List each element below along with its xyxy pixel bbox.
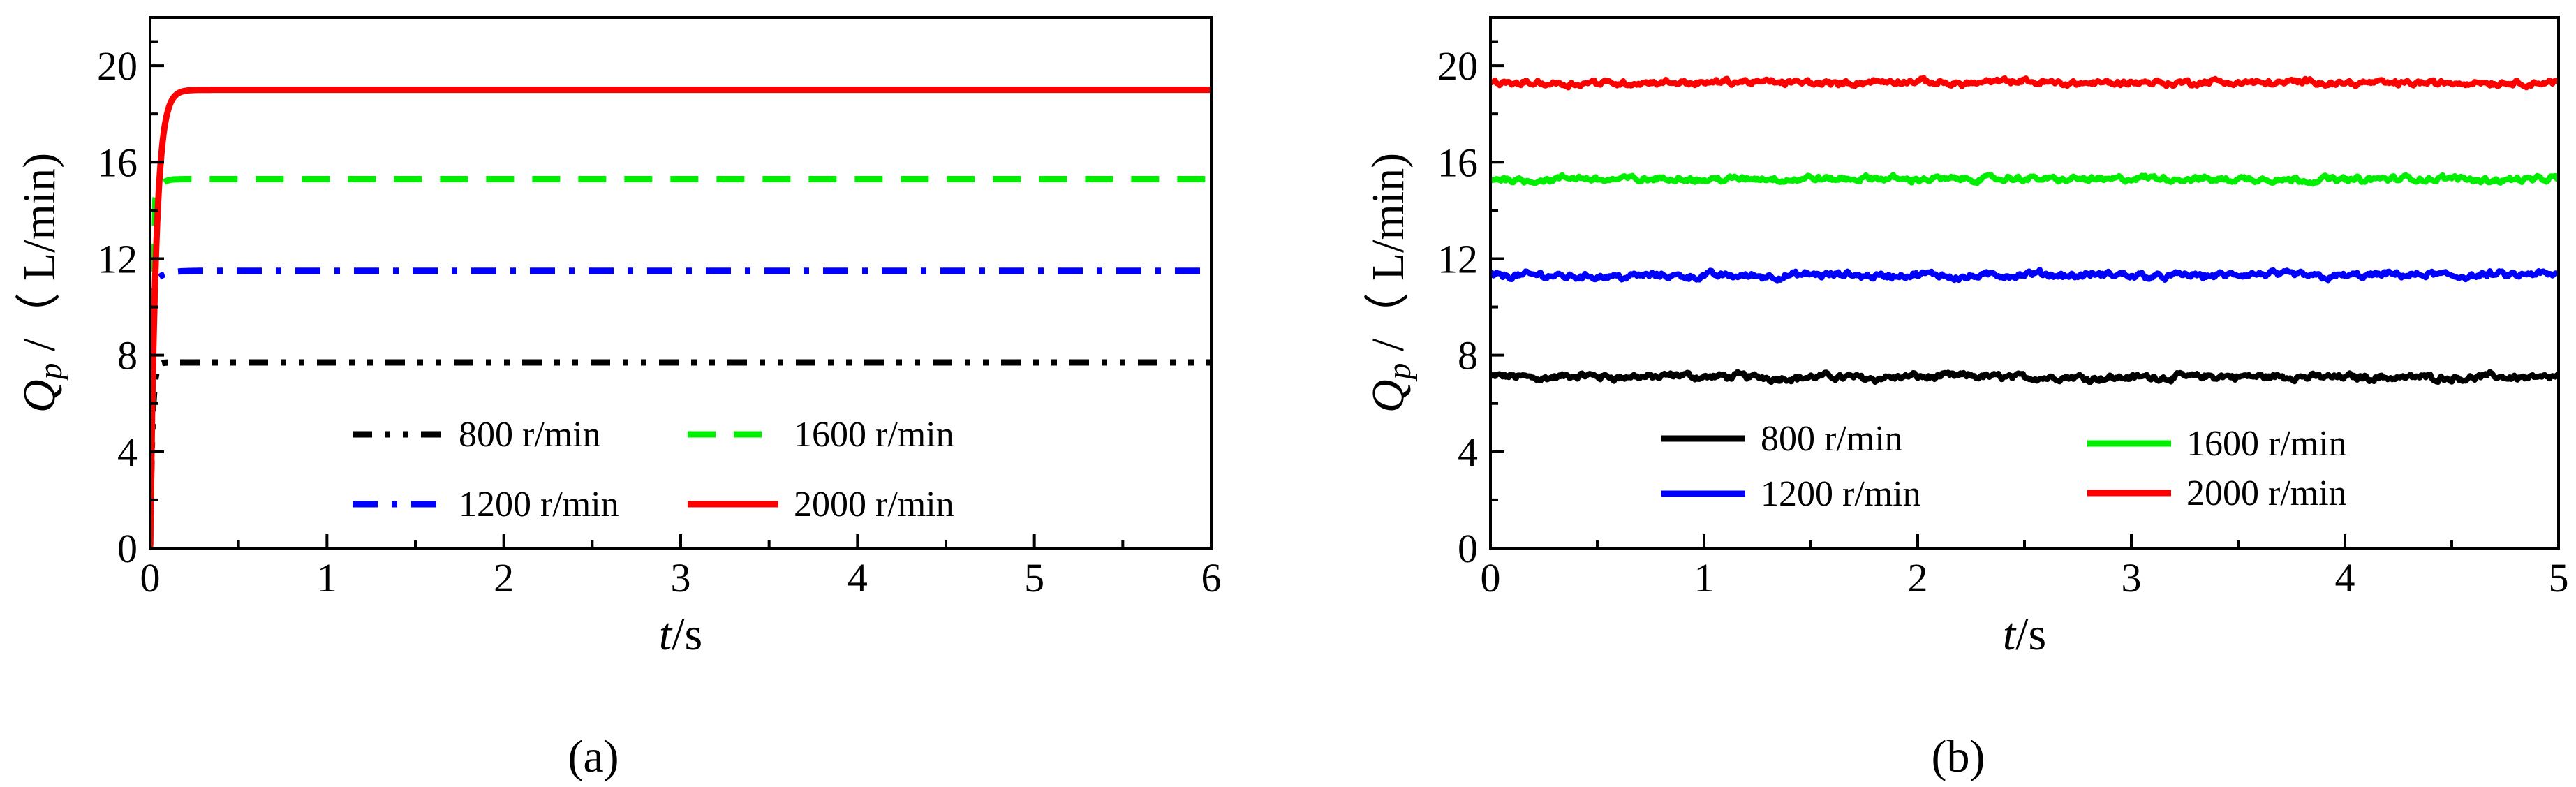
panel-a-x-tick-label: 1 — [317, 555, 337, 601]
panel-b-x-tick-label: 2 — [1908, 555, 1928, 601]
panel-b-legend-label-2000: 2000 r/min — [2186, 473, 2347, 513]
panel-a-x-axis-label-var: t — [659, 609, 673, 660]
panel-b-y-axis-label-unit: /（ L/min) — [1363, 153, 1414, 363]
panel-b-series-800-line — [1490, 369, 2559, 385]
panel-a-y-tick-label: 4 — [117, 429, 138, 475]
panel-a-y-axis-label-unit: /（ L/min) — [14, 153, 65, 363]
panel-b-y-tick-label: 12 — [1437, 236, 1478, 281]
panel-b-series-1600-line — [1490, 172, 2559, 187]
panel-a-series-1600-line — [150, 176, 1211, 548]
panel-a-x-axis-label-unit: /s — [672, 609, 702, 660]
panel-b-x-tick-label: 4 — [2335, 555, 2355, 601]
panel-b-x-tick-label: 5 — [2549, 555, 2569, 601]
panel-b-legend-label-800: 800 r/min — [1761, 419, 1903, 459]
panel-a-plot-frame — [149, 16, 1213, 550]
panel-b-x-axis-label: t/s — [2003, 609, 2046, 660]
panel-b-plot-frame — [1489, 16, 2560, 550]
panel-a-y-tick-label: 16 — [97, 140, 138, 185]
panel-b-x-axis-label-unit: /s — [2015, 609, 2046, 660]
panel-a-series-1200-line — [150, 267, 1211, 548]
panel-b-x-tick-label: 3 — [2122, 555, 2142, 601]
panel-b-x-tick-label: 0 — [1481, 555, 1501, 601]
panel-a-y-tick-label: 8 — [117, 333, 138, 378]
panel-a-x-tick-label: 6 — [1201, 555, 1222, 601]
panel-a-y-tick-label: 12 — [97, 236, 138, 281]
panel-b-series-1200-line — [1490, 267, 2559, 284]
panel-a-legend-label-1200: 1200 r/min — [459, 485, 619, 524]
panel-a-legend-label-800: 800 r/min — [459, 415, 601, 455]
panel-a-y-axis-label-var: Q — [14, 379, 65, 413]
panel-a-x-tick-label: 2 — [494, 555, 514, 601]
panel-b-y-axis-label: Qp /（ L/min) — [1363, 153, 1418, 413]
panel-b-legend-label-1200: 1200 r/min — [1761, 474, 1921, 514]
panel-b-y-tick-label: 16 — [1437, 140, 1478, 185]
panel-a-series-2000-line — [150, 87, 1211, 548]
panel-a-y-tick-label: 20 — [97, 43, 138, 89]
panel-b-legend: 800 r/min 1200 r/min 1600 r/min 2000 r/min — [1661, 419, 2347, 514]
panel-a-x-tick-label: 3 — [671, 555, 691, 601]
panel-a-y-axis-label-sub: p — [32, 362, 69, 381]
panel-a-y-tick-label: 0 — [117, 526, 138, 571]
panel-a-x-tick-label: 0 — [140, 555, 161, 601]
panel-b-y-axis-label-var: Q — [1363, 379, 1414, 413]
panel-a-series-layer — [150, 87, 1211, 548]
panel-a-legend-label-1600: 1600 r/min — [794, 415, 954, 455]
panel-a-y-axis-label: Qp /（ L/min) — [14, 153, 69, 413]
panel-b-series-layer — [1490, 75, 2559, 385]
panel-b-legend-label-1600: 1600 r/min — [2186, 424, 2347, 464]
panel-b-x-axis-label-var: t — [2003, 609, 2017, 660]
panel-b-x-tick-label: 1 — [1694, 555, 1715, 601]
panel-a-x-tick-label: 4 — [847, 555, 868, 601]
panel-b-series-2000-line — [1490, 75, 2559, 91]
panel-a-series-800-line — [150, 359, 1211, 548]
panel-a-caption: (a) — [568, 731, 619, 782]
panel-b-y-tick-label: 0 — [1458, 526, 1478, 571]
panel-a-x-axis-label: t/s — [659, 609, 702, 660]
panel-b-y-axis-label-sub: p — [1381, 362, 1418, 381]
panel-b-y-tick-label: 4 — [1458, 429, 1478, 475]
panel-a-x-tick-label: 5 — [1024, 555, 1044, 601]
panel-a-legend: 800 r/min 1200 r/min 1600 r/min 2000 r/min — [353, 415, 954, 524]
panel-b-y-tick-label: 8 — [1458, 333, 1478, 378]
panel-a-legend-label-2000: 2000 r/min — [794, 485, 954, 524]
panel-b-caption: (b) — [1932, 731, 1985, 782]
panel-b-y-tick-label: 20 — [1437, 43, 1478, 89]
